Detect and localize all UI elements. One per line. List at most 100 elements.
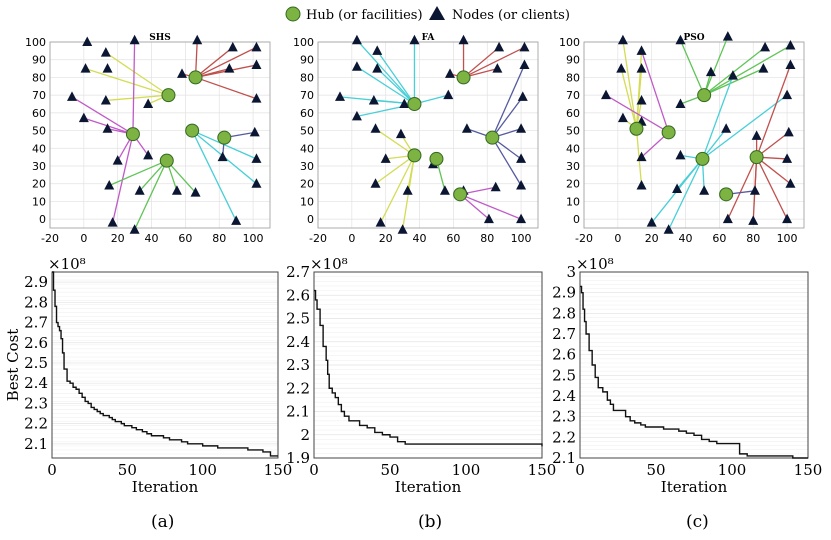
hub-link: [85, 67, 169, 96]
hub-link: [491, 96, 524, 139]
node-marker: [617, 34, 628, 45]
node-marker: [370, 178, 381, 188]
x-tick-label: 40: [145, 232, 159, 245]
y-tick-label: 80: [300, 71, 314, 84]
hub-link: [375, 154, 415, 185]
y-tick-label: 10: [566, 195, 580, 208]
hub-link: [463, 46, 525, 79]
y-tick-label: 2.4: [24, 374, 48, 392]
axis-exponent: ×10⁸: [48, 255, 86, 273]
y-tick-label: 2.6: [24, 334, 48, 352]
y-tick-label: 10: [300, 195, 314, 208]
y-tick-label: 40: [566, 142, 580, 155]
hub-link: [491, 137, 522, 186]
axes-frame: [583, 41, 805, 229]
axes-frame: [51, 271, 279, 459]
y-tick-label: 80: [566, 71, 580, 84]
y-tick-label: 0: [39, 213, 46, 226]
x-tick-label: 150: [264, 461, 293, 479]
x-tick-label: 50: [380, 461, 399, 479]
node-marker: [617, 112, 628, 123]
node-marker: [748, 215, 759, 225]
y-tick-label: 2.4: [286, 333, 310, 351]
node-marker: [134, 185, 145, 195]
hub-link: [756, 156, 791, 185]
axes-frame: [579, 271, 809, 459]
hub-link: [195, 76, 257, 100]
node-marker: [785, 40, 796, 50]
x-tick-label: 50: [118, 461, 137, 479]
x-tick-label: -20: [575, 232, 593, 245]
node-marker: [67, 91, 77, 101]
node-marker: [227, 41, 238, 52]
node-marker: [616, 63, 627, 73]
y-tick-label: 2.9: [552, 284, 576, 302]
x-tick-label: 20: [645, 232, 659, 245]
x-tick-label: 100: [718, 461, 747, 479]
node-marker: [80, 63, 91, 73]
y-tick-label: 30: [300, 160, 314, 173]
hub-marker: [161, 88, 176, 103]
node-marker: [351, 34, 362, 45]
y-tick-label: 2.7: [286, 263, 310, 281]
node-marker: [782, 89, 793, 100]
node-marker: [104, 179, 115, 190]
y-tick-label: 2.7: [552, 325, 576, 343]
y-tick-label: 50: [300, 125, 314, 138]
x-tick-label: 40: [679, 232, 693, 245]
node-marker: [372, 45, 383, 55]
node-marker: [231, 215, 242, 225]
hub-plot-b: -20 0 20 40 60 80 100 0 10 20 30 40 50 60 70 80 90 100 FA: [293, 33, 539, 245]
node-marker: [461, 123, 472, 133]
x-tick-label: 0: [47, 461, 57, 479]
x-tick-label: -20: [41, 232, 59, 245]
node-marker: [785, 178, 796, 188]
y-tick-label: 30: [566, 160, 580, 173]
y-tick-label: 2.1: [286, 403, 310, 421]
hub-marker: [719, 187, 734, 202]
y-tick-label: 2.2: [286, 379, 310, 397]
y-tick-label: 3: [566, 263, 576, 281]
hub-marker: [697, 88, 712, 103]
node-marker: [171, 185, 182, 195]
hub-link: [71, 96, 134, 135]
y-tick-label: 50: [32, 125, 46, 138]
node-marker: [782, 213, 793, 224]
node-marker: [445, 68, 455, 78]
hub-marker: [188, 70, 203, 85]
y-tick-label: 2.3: [24, 394, 48, 412]
y-tick-label: 20: [32, 178, 46, 191]
node-marker: [727, 70, 738, 80]
node-marker: [102, 63, 113, 73]
x-tick-label: 50: [646, 461, 665, 479]
y-tick-label: 2.8: [24, 293, 48, 311]
series-line: [314, 289, 543, 447]
node-marker: [675, 34, 686, 45]
hub-link: [105, 52, 169, 96]
x-tick-label: 60: [712, 232, 726, 245]
axis-exponent: ×10⁸: [310, 255, 348, 273]
node-marker: [672, 183, 683, 194]
axis-exponent: ×10⁸: [576, 255, 614, 273]
hub-marker: [125, 127, 140, 142]
node-marker: [458, 34, 469, 45]
node-marker: [372, 63, 383, 73]
node-marker: [78, 112, 89, 123]
node-marker: [439, 185, 450, 195]
node-marker: [251, 59, 262, 70]
node-marker: [636, 151, 647, 162]
node-marker: [102, 123, 113, 133]
y-tick-label: 2.6: [552, 346, 576, 364]
x-tick-label: 0: [614, 232, 621, 245]
node-marker: [143, 98, 154, 108]
plot-area: [580, 272, 808, 458]
node-marker: [217, 151, 228, 162]
axes-frame: [317, 41, 539, 229]
y-tick-label: 2.9: [24, 273, 48, 291]
y-tick-label: 1.9: [286, 449, 310, 467]
node-marker: [251, 153, 262, 163]
x-tick-label: 100: [452, 461, 481, 479]
node-marker: [251, 93, 262, 103]
legend-hub-label: Hub (or facilities): [306, 8, 423, 23]
